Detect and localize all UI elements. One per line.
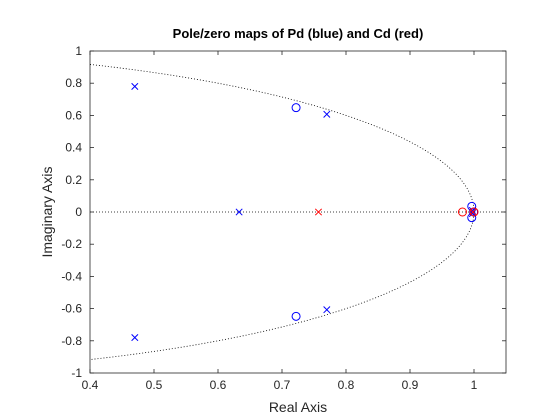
x-axis-label: Real Axis: [269, 399, 327, 415]
y-tick-label: 0.4: [65, 141, 82, 155]
x-tick-label: 1: [471, 378, 478, 392]
controller-zero-marker: [469, 207, 479, 217]
x-tick-label: 0.7: [274, 378, 291, 392]
axis-ticks: 0.4 0.5 0.6 0.7 0.8 0.9 1 -1 -0.8 -0.6 -0.4 -0.2 0 0.…: [61, 44, 506, 392]
pole-zero-markers: [131, 82, 479, 342]
y-tick-label: 1: [75, 44, 82, 58]
x-tick-label: 0.6: [210, 378, 227, 392]
y-tick-label: -0.6: [61, 302, 82, 316]
reference-lines: [89, 64, 506, 360]
x-tick-label: 0.5: [146, 378, 163, 392]
plant-pole-marker: [235, 208, 243, 216]
plant-pole-marker: [131, 82, 139, 90]
y-tick-label: -0.4: [61, 269, 82, 283]
controller-zero-marker: [457, 207, 467, 217]
y-tick-label: 0: [75, 205, 82, 219]
plant-pole-marker: [323, 110, 331, 118]
x-tick-label: 0.9: [402, 378, 419, 392]
chart-title: Pole/zero maps of Pd (blue) and Cd (red): [173, 26, 424, 41]
y-tick-label: -0.2: [61, 237, 82, 251]
y-axis-label: Imaginary Axis: [39, 166, 55, 257]
y-tick-label: 0.2: [65, 173, 82, 187]
controller-pole-marker: [314, 208, 323, 216]
plant-zero-marker: [291, 311, 301, 321]
y-tick-label: 0.6: [65, 108, 82, 122]
y-tick-label: -0.8: [61, 334, 82, 348]
plant-pole-marker: [323, 306, 331, 314]
x-tick-label: 0.8: [338, 378, 355, 392]
y-tick-label: -1: [71, 366, 82, 380]
x-tick-label: 0.4: [82, 378, 99, 392]
y-tick-label: 0.8: [65, 76, 82, 90]
plant-zero-marker: [291, 103, 301, 113]
plant-pole-marker: [131, 334, 139, 342]
